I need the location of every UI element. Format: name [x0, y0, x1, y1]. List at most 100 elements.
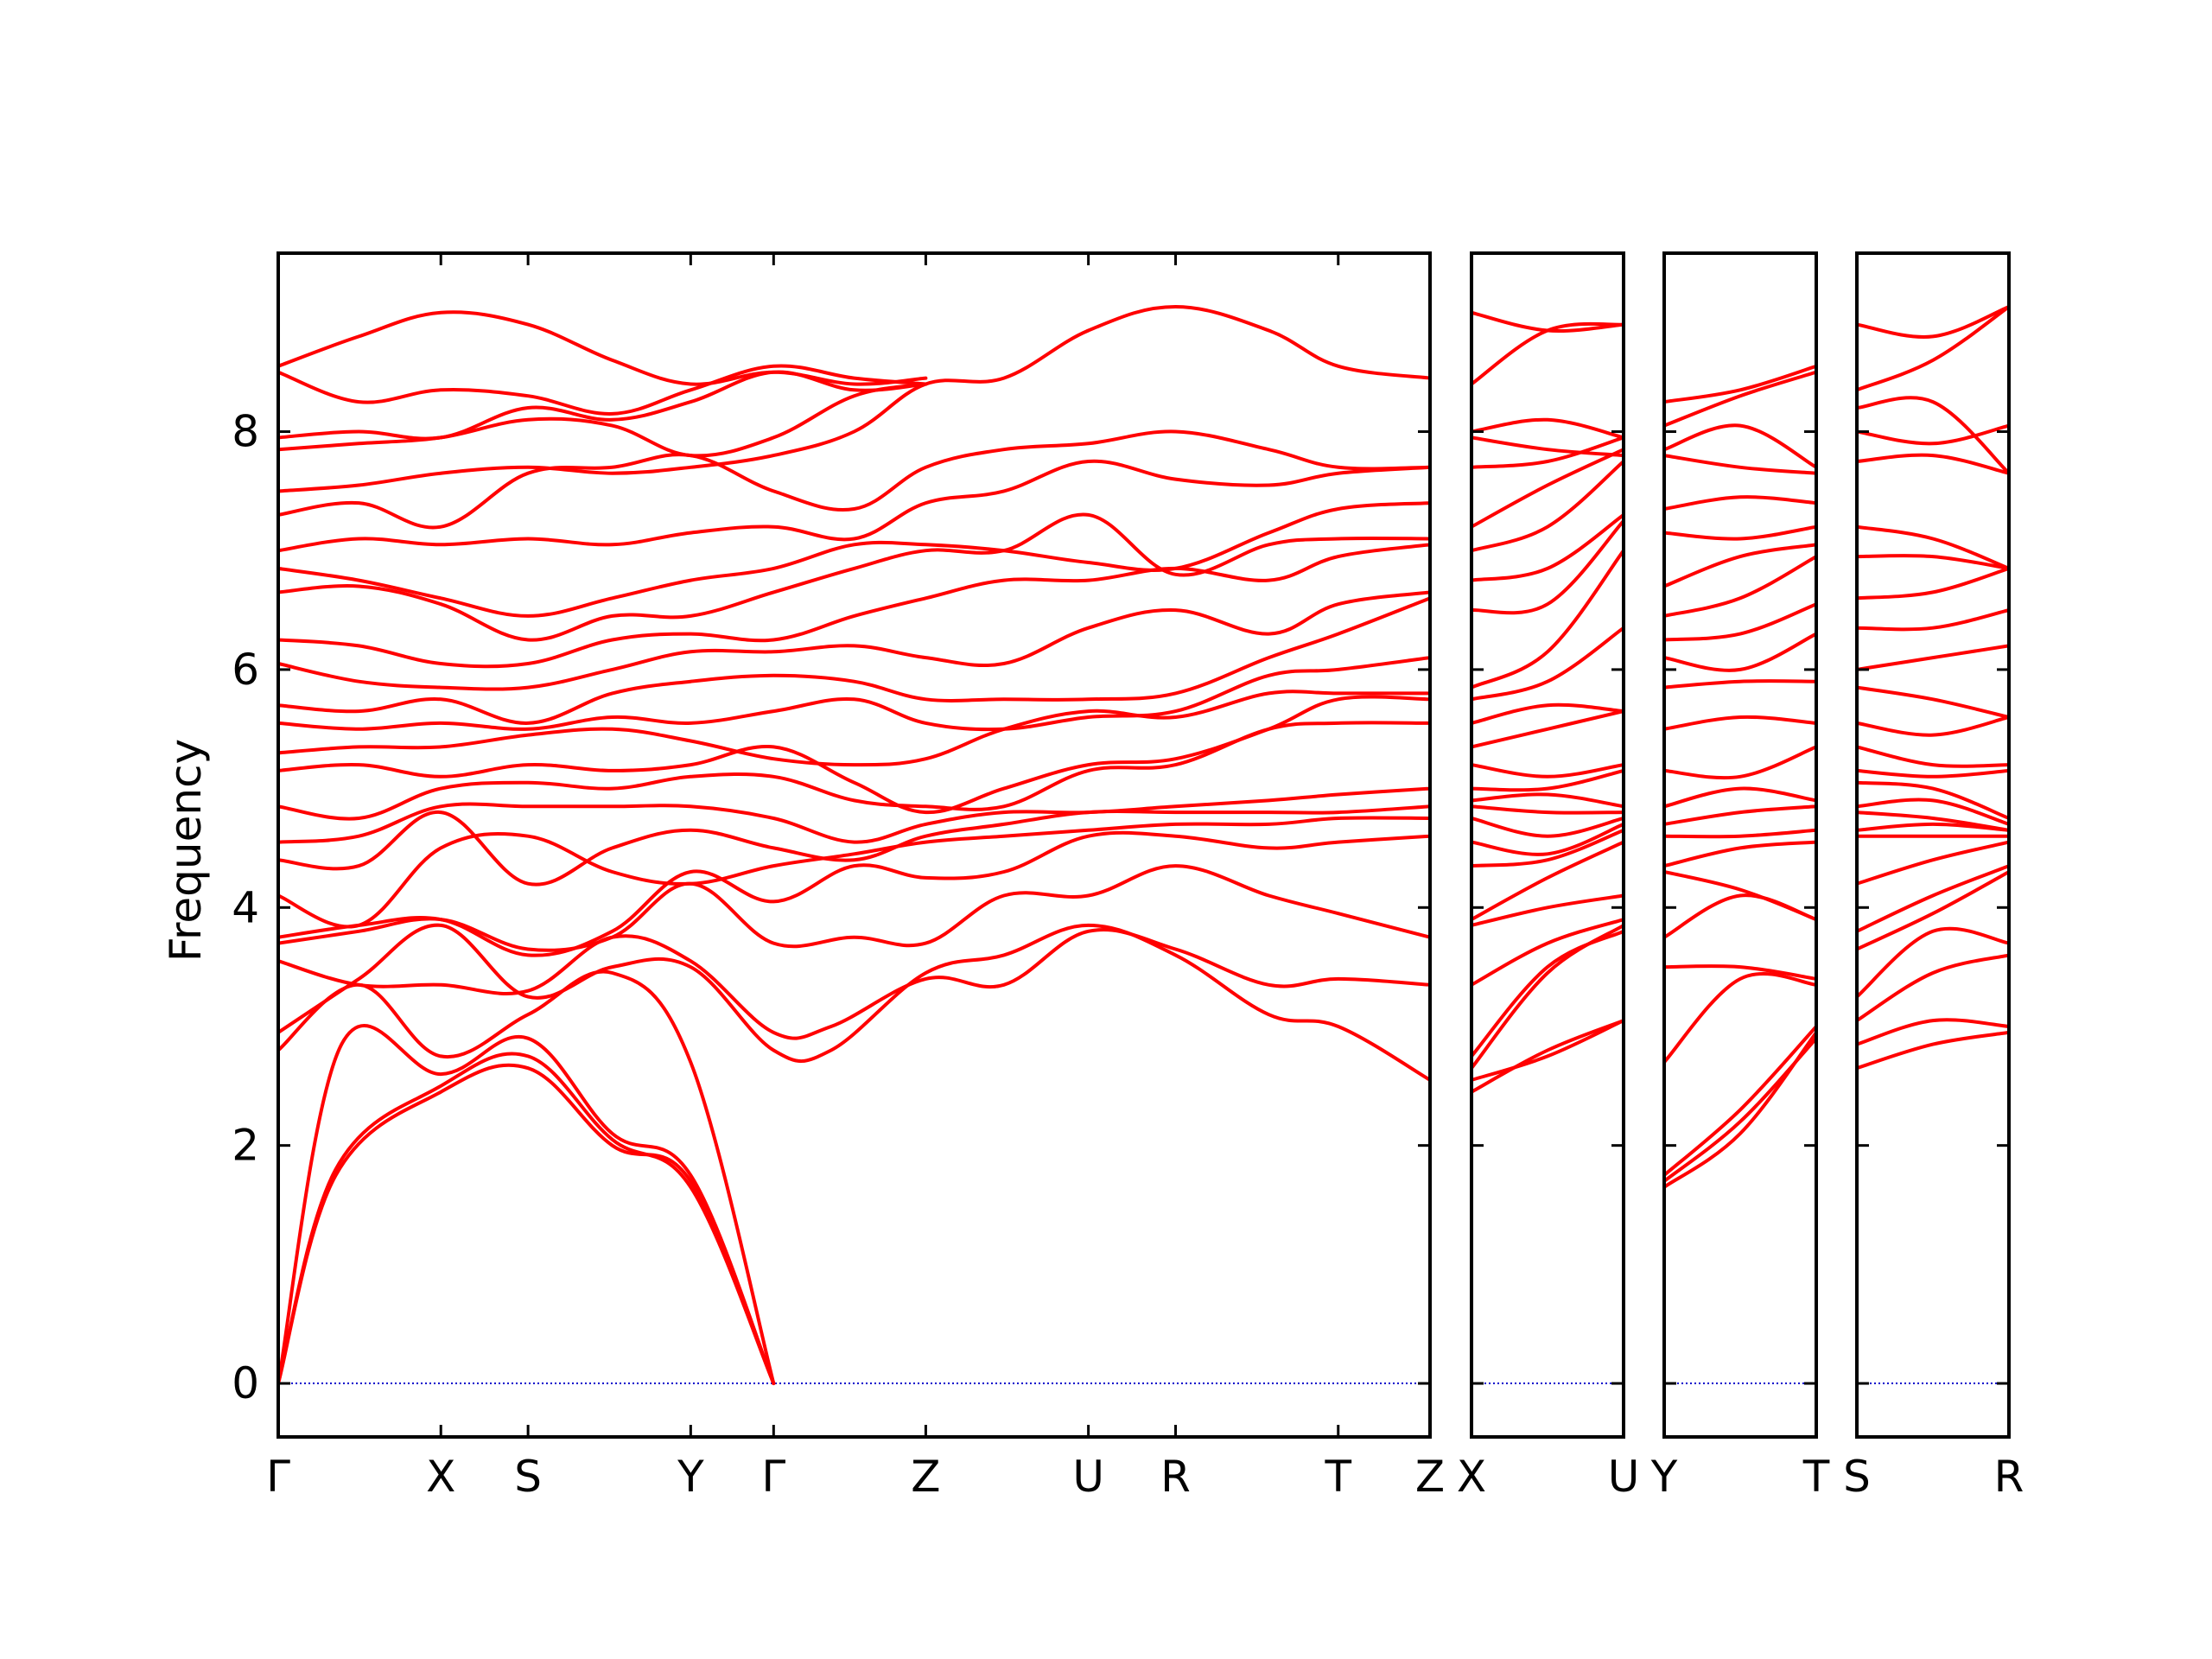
band-line-3 [1857, 953, 2009, 1023]
band-line-10 [1857, 810, 2009, 832]
band-line-19 [278, 512, 1430, 642]
band-line-22 [1471, 448, 1624, 529]
band-line-6 [1857, 864, 2009, 933]
band-line-19 [1664, 524, 1816, 541]
bands-group [278, 305, 1430, 1385]
band-line-24 [1471, 435, 1624, 458]
band-line-25 [1857, 305, 2009, 392]
band-line-10 [1471, 817, 1624, 838]
band-line-4 [1664, 972, 1816, 1065]
x-tick-label: S [514, 1452, 542, 1502]
x-tick-label: Y [1650, 1452, 1678, 1502]
band-line-11 [1471, 804, 1624, 815]
band-line-14 [1664, 679, 1816, 690]
band-line-15 [1664, 632, 1816, 672]
y-tick-label: 4 [232, 882, 259, 932]
band-line-1 [278, 1052, 776, 1385]
band-line-10 [278, 804, 1430, 887]
x-tick-label: R [1160, 1452, 1191, 1502]
band-line-6 [1471, 893, 1624, 927]
band-line-10 [1664, 804, 1816, 826]
band-line-20 [278, 501, 1430, 618]
band-line-6 [278, 927, 1430, 1040]
band-line-23 [1664, 370, 1816, 428]
band-line-26 [1471, 321, 1624, 386]
y-tick-label: 0 [232, 1358, 259, 1408]
band-line-22 [278, 429, 1430, 530]
x-tick-label: T [1324, 1452, 1351, 1502]
band-line-6 [1664, 893, 1816, 939]
bands-group [1471, 310, 1624, 1094]
x-tick-label: Γ [266, 1452, 290, 1502]
band-line-8 [278, 830, 1430, 957]
band-line-7 [1664, 870, 1816, 922]
band-line-5 [278, 923, 1430, 1082]
panel-frame [276, 251, 1432, 1439]
band-line-13 [1857, 768, 2009, 779]
band-line-25 [278, 370, 928, 441]
band-line-17 [1471, 626, 1624, 702]
band-line-16 [1664, 602, 1816, 642]
y-tick-label: 8 [232, 407, 259, 457]
band-line-14 [1857, 745, 2009, 768]
x-tick-label: Z [1415, 1452, 1445, 1502]
band-line-18 [1857, 608, 2009, 632]
band-line-15 [278, 656, 1430, 732]
band-line-16 [1857, 685, 2009, 719]
band-line-11 [1857, 798, 2009, 826]
band-line-22 [1664, 423, 1816, 469]
y-tick-label: 6 [232, 645, 259, 695]
x-tick-label: U [1608, 1452, 1640, 1502]
band-line-23 [1857, 423, 2009, 446]
band-line-3 [278, 1024, 776, 1385]
band-line-13 [1664, 715, 1816, 731]
x-tick-label: Z [911, 1452, 940, 1502]
band-line-9 [1471, 822, 1624, 856]
band-line-5 [1857, 870, 2009, 951]
panel-frame [1855, 251, 2011, 1439]
band-line-24 [1857, 396, 2009, 475]
band-line-2 [278, 1063, 776, 1385]
band-line-17 [1664, 555, 1816, 618]
band-line-9 [1664, 828, 1816, 839]
band-line-20 [1664, 495, 1816, 511]
band-line-21 [1471, 460, 1624, 553]
band-line-16 [1471, 702, 1624, 725]
x-tick-label: Γ [761, 1452, 785, 1502]
band-line-24 [278, 382, 928, 458]
band-line-12 [1471, 792, 1624, 809]
band-line-7 [278, 864, 1430, 952]
x-tick-label: Y [677, 1452, 704, 1502]
x-tick-label: X [426, 1452, 455, 1502]
bands-group [1857, 305, 2009, 1071]
band-line-1 [1471, 1019, 1624, 1094]
band-line-11 [278, 786, 1430, 844]
band-line-4 [1471, 929, 1624, 1058]
band-line-5 [1664, 964, 1816, 981]
x-tick-label: S [1843, 1452, 1871, 1502]
band-line-3 [1471, 923, 1624, 1071]
band-line-20 [1471, 512, 1624, 582]
band-line-15 [1857, 715, 2009, 737]
band-line-15 [1471, 709, 1624, 749]
band-line-14 [278, 690, 1430, 767]
band-line-12 [1664, 745, 1816, 780]
band-line-17 [1857, 644, 2009, 671]
band-line-9 [278, 816, 1430, 929]
band-line-7 [1471, 840, 1624, 922]
band-line-23 [1471, 435, 1624, 469]
band-line-27 [1471, 310, 1624, 333]
band-line-22 [1857, 453, 2009, 475]
band-line-18 [278, 543, 1430, 669]
band-line-5 [1471, 918, 1624, 987]
band-line-4 [1857, 926, 2009, 999]
band-line-20 [1857, 553, 2009, 570]
band-line-13 [1471, 768, 1624, 792]
band-line-2 [1471, 1019, 1624, 1082]
band-line-8 [1664, 840, 1816, 868]
band-line-12 [1857, 780, 2009, 820]
